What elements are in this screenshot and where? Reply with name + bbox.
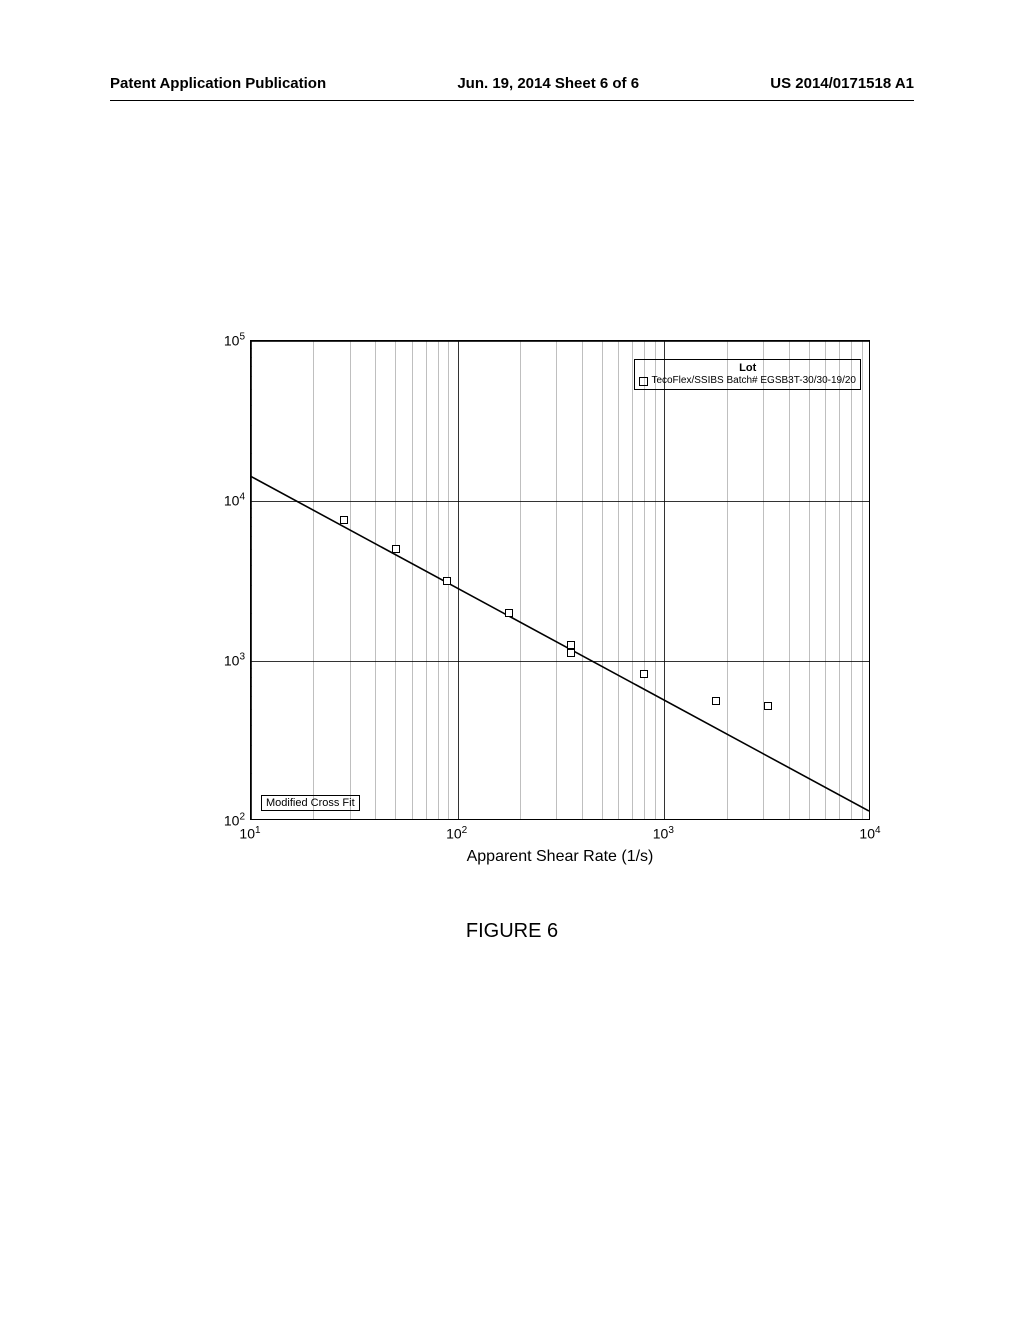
legend: Lot TecoFlex/SSIBS Batch# EGSB3T-30/30-1… xyxy=(634,359,861,390)
figure-caption: FIGURE 6 xyxy=(0,920,1024,943)
data-marker xyxy=(764,702,772,710)
header-left: Patent Application Publication xyxy=(110,75,326,92)
data-marker xyxy=(392,545,400,553)
data-marker xyxy=(640,670,648,678)
data-marker xyxy=(712,697,720,705)
header-center: Jun. 19, 2014 Sheet 6 of 6 xyxy=(457,75,639,92)
header-right: US 2014/0171518 A1 xyxy=(770,75,914,92)
x-tick: 102 xyxy=(446,825,467,842)
legend-row: TecoFlex/SSIBS Batch# EGSB3T-30/30-19/20 xyxy=(639,375,856,387)
y-tick: 105 xyxy=(224,332,245,349)
header-rule xyxy=(110,100,914,101)
legend-title: Lot xyxy=(639,362,856,375)
viscosity-chart: Apparent Shear Viscosity (Pa-s) Apparent… xyxy=(180,340,880,870)
fit-annotation: Modified Cross Fit xyxy=(261,795,360,811)
x-tick: 103 xyxy=(653,825,674,842)
data-marker xyxy=(340,516,348,524)
x-tick: 104 xyxy=(859,825,880,842)
data-marker xyxy=(505,609,513,617)
y-tick: 104 xyxy=(224,492,245,509)
y-tick: 103 xyxy=(224,652,245,669)
page-header: Patent Application Publication Jun. 19, … xyxy=(110,75,914,92)
fit-line xyxy=(251,341,869,819)
y-tick: 102 xyxy=(224,812,245,829)
data-marker xyxy=(443,577,451,585)
plot-area: Lot TecoFlex/SSIBS Batch# EGSB3T-30/30-1… xyxy=(250,340,870,820)
data-marker xyxy=(567,641,575,649)
data-marker xyxy=(567,649,575,657)
x-axis-label: Apparent Shear Rate (1/s) xyxy=(250,848,870,866)
